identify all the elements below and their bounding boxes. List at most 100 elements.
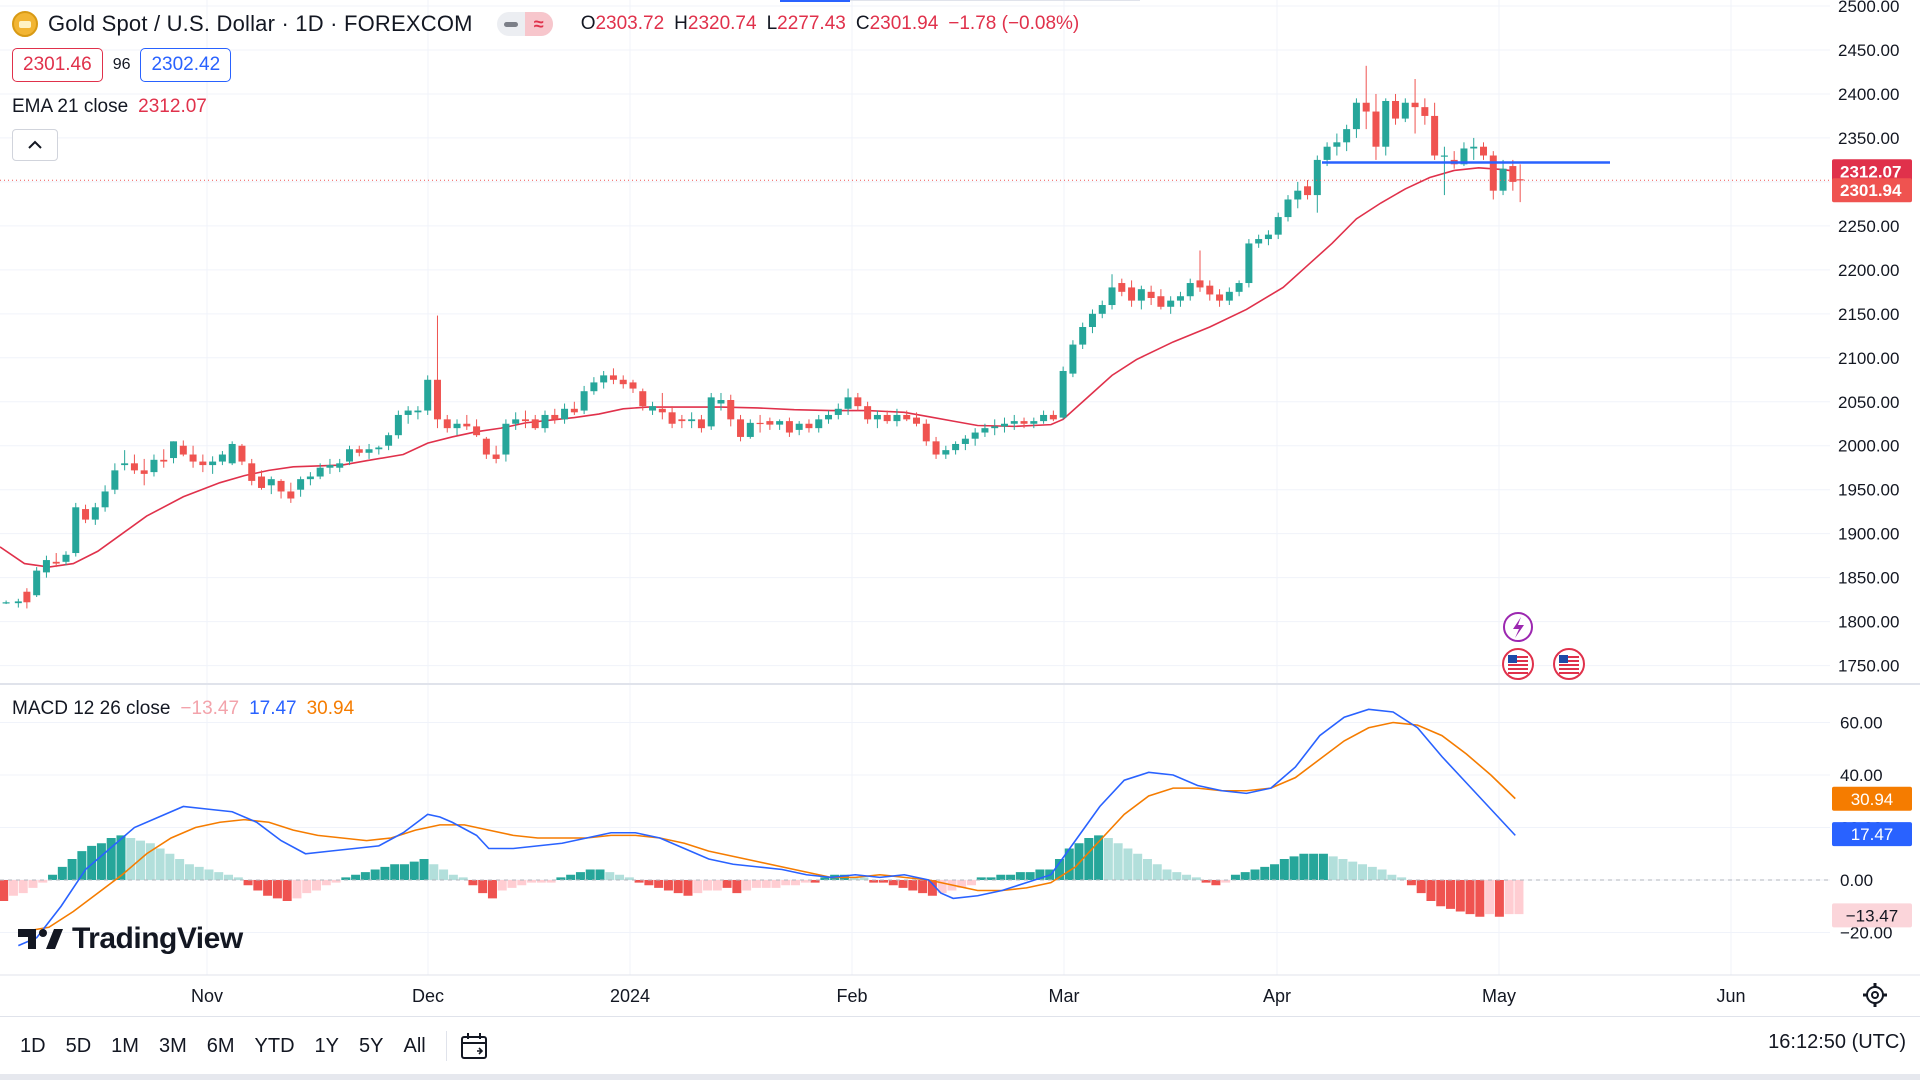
candle-body [903, 414, 911, 420]
macd-histogram-bar [673, 880, 683, 894]
macd-histogram-bar [1426, 880, 1436, 901]
flag-stripe [1559, 664, 1579, 666]
macd-histogram-bar [957, 880, 967, 888]
candle-body [541, 414, 549, 429]
macd-histogram-bar [145, 843, 155, 880]
candle-body [1362, 102, 1370, 112]
macd-histogram-bar [399, 864, 409, 880]
range-5y-button[interactable]: 5Y [359, 1034, 384, 1057]
macd-histogram-bar [996, 874, 1006, 880]
price-axis-label: 1750.00 [1838, 657, 1899, 676]
flag-stripe [1508, 656, 1528, 658]
candle-body [942, 450, 950, 455]
macd-histogram-bar [331, 880, 341, 883]
macd-histogram-bar [703, 880, 713, 891]
macd-histogram-bar [566, 874, 576, 880]
macd-hist-label: −13.47 [1846, 906, 1898, 925]
tradingview-logo[interactable]: TradingView [16, 922, 243, 956]
ema-legend[interactable]: EMA 21 close 2312.07 [12, 96, 207, 118]
candle-body [433, 379, 441, 420]
candle-body [385, 435, 393, 446]
macd-histogram-bar [663, 880, 673, 891]
candle-body [697, 419, 705, 429]
candle-body [72, 507, 80, 554]
top-border-line [850, 0, 1140, 1]
candle-body [961, 438, 969, 444]
candle-body [1030, 421, 1038, 424]
go-to-date-button[interactable] [457, 1029, 491, 1063]
macd-histogram-bar [1299, 853, 1309, 880]
settings-gear-icon[interactable] [1862, 982, 1888, 1008]
buy-price-button[interactable]: 2302.42 [140, 48, 232, 82]
candle-body [766, 421, 774, 425]
macd-axis-label: 0.00 [1840, 871, 1873, 890]
macd-histogram-bar [204, 869, 214, 880]
candle-body [619, 379, 627, 385]
price-axis-label: 2250.00 [1838, 217, 1899, 236]
candle-body [492, 454, 500, 459]
candle-body [825, 414, 833, 420]
price-axis-label: 1900.00 [1838, 525, 1899, 544]
macd-histogram-bar [409, 861, 419, 880]
macd-histogram-bar [302, 880, 312, 894]
candle-body [1499, 168, 1507, 191]
macd-histogram-bar [1162, 869, 1172, 880]
candle-body [33, 570, 41, 596]
range-6m-button[interactable]: 6M [206, 1034, 235, 1057]
candle-body [179, 445, 187, 455]
candle-body [1392, 100, 1400, 119]
candle-body [756, 422, 764, 425]
range-1m-button[interactable]: 1M [111, 1034, 139, 1057]
candle-body [854, 397, 862, 407]
macd-histogram-bar [233, 877, 243, 880]
macd-histogram-bar [536, 880, 546, 883]
chart-style-toggle[interactable]: ≈ [496, 12, 553, 36]
wave-icon[interactable]: ≈ [524, 12, 553, 36]
candle-body [306, 476, 314, 480]
macd-histogram-bar [644, 880, 654, 886]
candle-body [199, 461, 207, 466]
lightning-bolt-icon [1513, 617, 1524, 638]
sell-price-button[interactable]: 2301.46 [12, 48, 103, 82]
collapse-legend-button[interactable] [12, 129, 58, 161]
range-1y-button[interactable]: 1Y [314, 1034, 340, 1057]
candle-body [649, 406, 657, 411]
utc-clock[interactable]: 16:12:50 (UTC) [1768, 1031, 1906, 1053]
macd-histogram-bar [1211, 880, 1221, 886]
range-all-button[interactable]: All [403, 1034, 426, 1057]
macd-legend[interactable]: MACD 12 26 close −13.47 17.47 30.94 [12, 698, 354, 720]
candle-body [952, 443, 960, 451]
macd-histogram-bar [1455, 880, 1465, 912]
macd-histogram-bar [781, 880, 791, 886]
quote-row: 2301.46 96 2302.42 [12, 48, 232, 82]
macd-histogram-bar [106, 838, 116, 880]
range-3m-button[interactable]: 3M [158, 1034, 187, 1057]
range-ytd-button[interactable]: YTD [254, 1034, 295, 1057]
candle-body [1235, 283, 1243, 292]
macd-histogram-bar [918, 880, 928, 894]
candle-body [561, 408, 569, 420]
candle-body [228, 443, 236, 464]
range-5d-button[interactable]: 5D [65, 1034, 92, 1057]
macd-histogram-bar [0, 880, 9, 901]
candle-body [365, 449, 373, 453]
candle-body [1147, 291, 1155, 298]
candle-body [580, 391, 588, 411]
macd-histogram-bar [1406, 880, 1416, 886]
chart-canvas[interactable]: 2500.002450.002400.002350.002300.002250.… [0, 0, 1920, 1016]
macd-histogram-bar [1074, 843, 1084, 880]
candle-body [668, 412, 676, 424]
symbol-title[interactable]: Gold Spot / U.S. Dollar · 1D · FOREXCOM [48, 11, 473, 36]
candle-body [1313, 159, 1321, 196]
macd-histogram-bar [87, 845, 97, 880]
candle-body [414, 410, 422, 413]
minus-icon[interactable] [497, 12, 525, 36]
macd-histogram-bar [1309, 853, 1319, 880]
macd-histogram-bar [732, 880, 742, 894]
ohlc-open-value: 2303.72 [595, 13, 665, 34]
macd-histogram-bar [1201, 880, 1211, 883]
macd-histogram-bar [761, 880, 771, 888]
macd-signal-value: 30.94 [306, 698, 355, 719]
macd-histogram-bar [478, 880, 488, 894]
range-1d-button[interactable]: 1D [20, 1034, 46, 1057]
